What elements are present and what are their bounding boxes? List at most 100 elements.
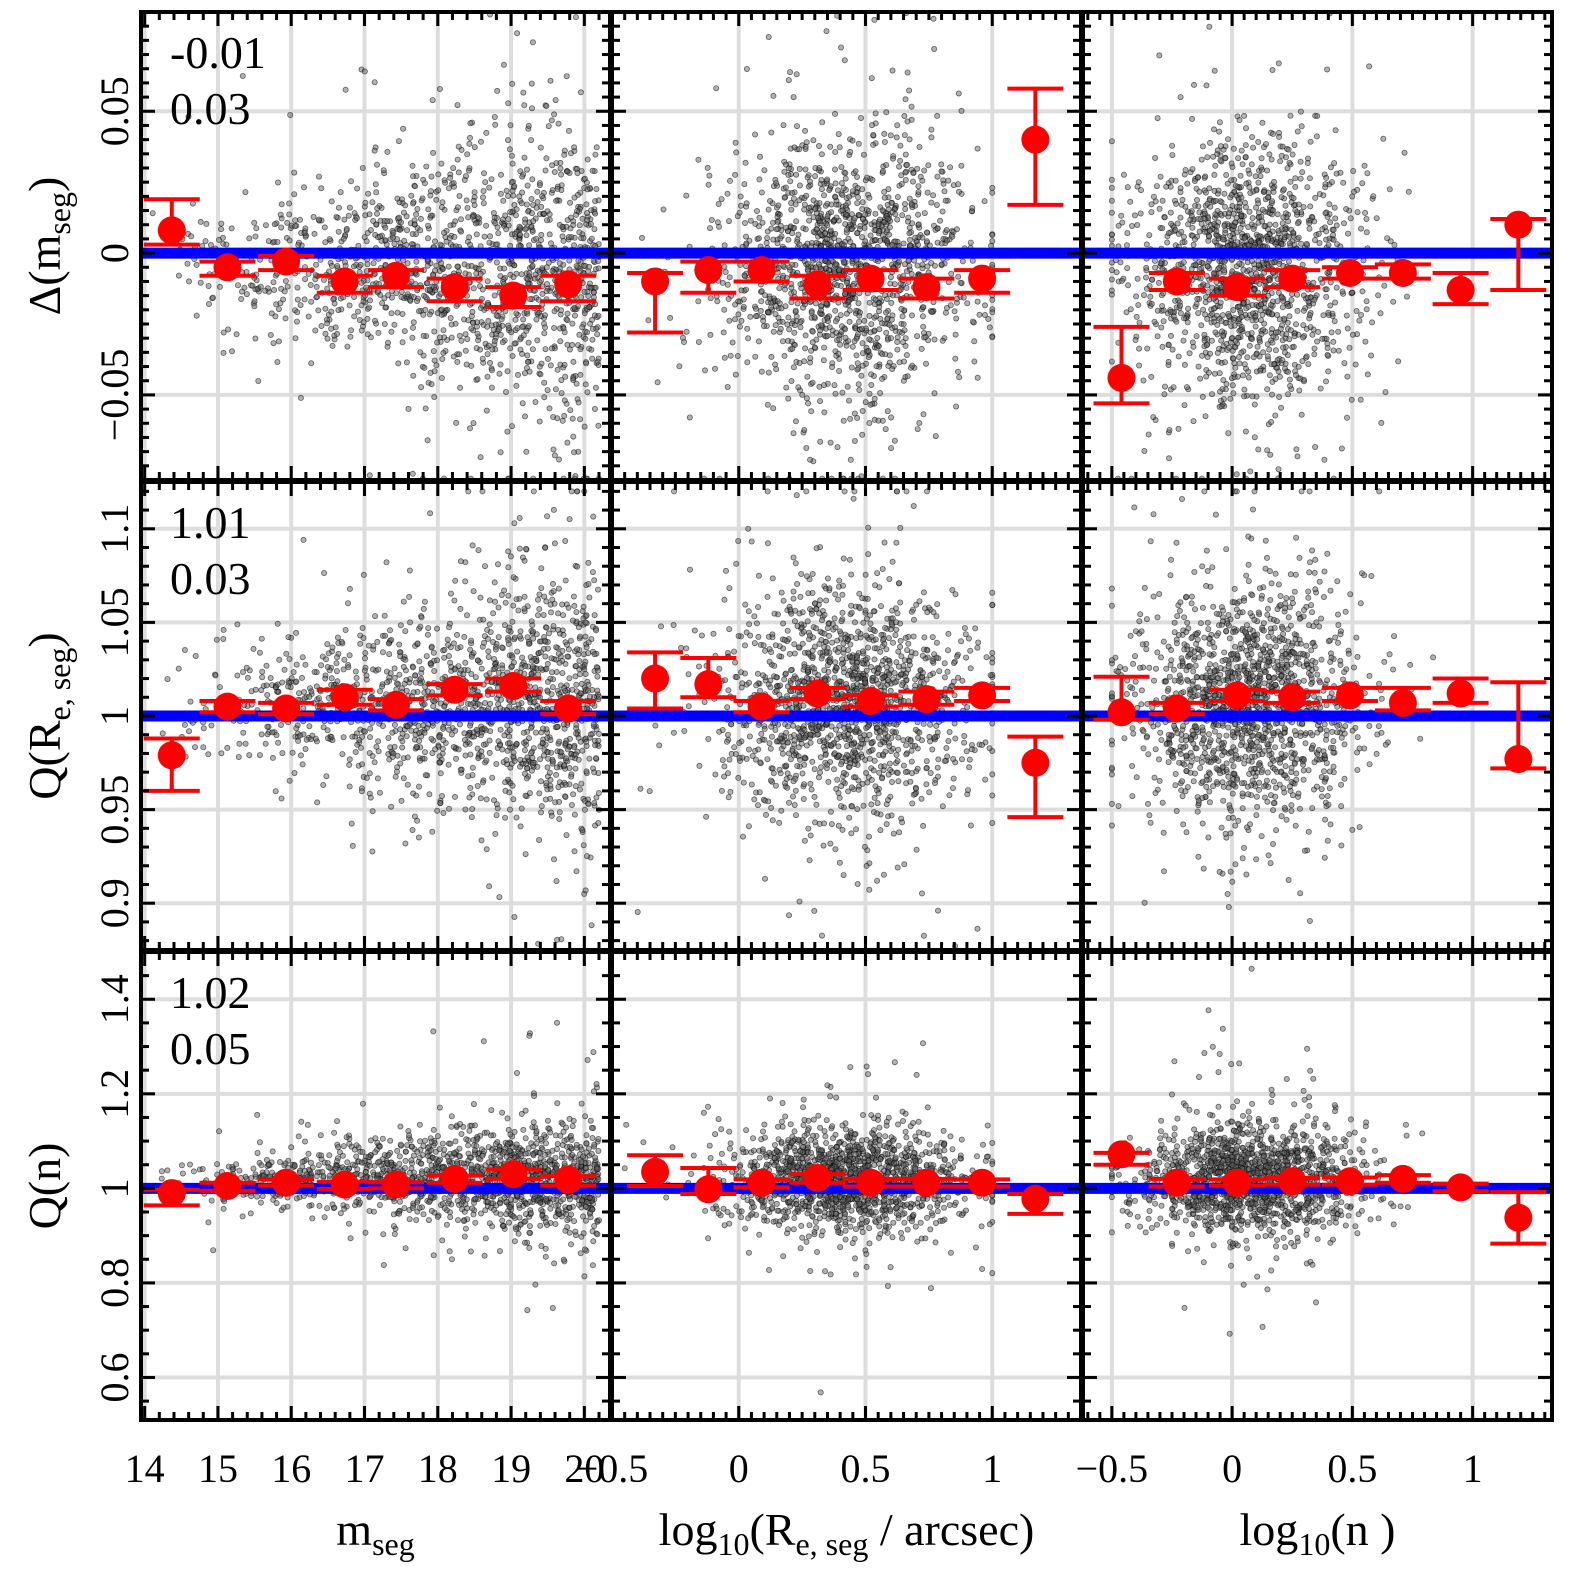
galaxy-point — [376, 233, 383, 240]
galaxy-point — [835, 131, 842, 138]
galaxy-point — [1343, 312, 1350, 319]
galaxy-point — [521, 747, 528, 754]
galaxy-point — [1232, 364, 1239, 371]
galaxy-point — [881, 138, 888, 145]
galaxy-point — [1242, 428, 1249, 435]
galaxy-point — [395, 360, 402, 367]
galaxy-point — [894, 338, 901, 345]
galaxy-point — [909, 312, 916, 319]
galaxy-point — [1329, 310, 1336, 317]
galaxy-point — [1146, 232, 1153, 239]
galaxy-point — [286, 237, 293, 244]
galaxy-point — [1240, 266, 1247, 273]
galaxy-point — [403, 213, 410, 220]
galaxy-point — [1251, 261, 1258, 268]
galaxy-point — [1158, 324, 1165, 331]
galaxy-point — [894, 346, 901, 353]
galaxy-point — [1270, 130, 1277, 137]
galaxy-point — [1241, 361, 1248, 368]
galaxy-point — [528, 137, 535, 144]
galaxy-point — [841, 57, 848, 64]
galaxy-point — [379, 300, 386, 307]
galaxy-point — [794, 123, 801, 130]
galaxy-point — [188, 233, 195, 240]
galaxy-point — [518, 271, 525, 278]
galaxy-point — [1331, 204, 1338, 211]
galaxy-point — [583, 179, 590, 186]
galaxy-point — [519, 173, 526, 180]
galaxy-point — [497, 171, 504, 178]
galaxy-point — [848, 364, 855, 371]
galaxy-point — [1290, 229, 1297, 236]
galaxy-point — [529, 228, 536, 235]
galaxy-point — [831, 382, 838, 389]
galaxy-point — [1361, 162, 1368, 169]
galaxy-point — [838, 164, 845, 171]
galaxy-point — [795, 231, 802, 238]
galaxy-point — [528, 80, 535, 87]
galaxy-point — [430, 348, 437, 355]
galaxy-point — [1381, 282, 1388, 289]
galaxy-point — [881, 194, 888, 201]
galaxy-point — [438, 160, 445, 167]
galaxy-point — [1179, 239, 1186, 246]
galaxy-point — [520, 316, 527, 323]
galaxy-point — [1217, 397, 1224, 404]
galaxy-point — [442, 179, 449, 186]
galaxy-point — [477, 138, 484, 145]
galaxy-point — [384, 339, 391, 346]
galaxy-point — [770, 405, 777, 412]
galaxy-point — [755, 235, 762, 242]
galaxy-point — [301, 230, 308, 237]
galaxy-point — [324, 320, 331, 327]
galaxy-point — [712, 365, 719, 372]
galaxy-point — [1344, 325, 1351, 332]
galaxy-point — [496, 370, 503, 377]
galaxy-point — [1272, 376, 1279, 383]
galaxy-point — [1127, 198, 1134, 205]
galaxy-point — [1249, 301, 1256, 308]
galaxy-point — [1239, 161, 1246, 168]
galaxy-point — [768, 129, 775, 136]
galaxy-point — [1108, 184, 1115, 191]
galaxy-point — [1317, 385, 1324, 392]
galaxy-point — [1312, 443, 1319, 450]
galaxy-point — [1272, 412, 1279, 419]
galaxy-point — [545, 123, 552, 130]
galaxy-point — [1165, 230, 1172, 237]
galaxy-point — [884, 215, 891, 222]
galaxy-point — [939, 208, 946, 215]
galaxy-point — [1288, 296, 1295, 303]
galaxy-point — [453, 419, 460, 426]
galaxy-point — [788, 199, 795, 206]
galaxy-point — [300, 536, 307, 543]
galaxy-point — [758, 288, 765, 295]
galaxy-point — [1228, 191, 1235, 198]
galaxy-point — [865, 347, 872, 354]
galaxy-point — [406, 296, 413, 303]
galaxy-point — [1269, 339, 1276, 346]
galaxy-point — [351, 293, 358, 300]
galaxy-point — [1286, 336, 1293, 343]
galaxy-point — [438, 374, 445, 381]
galaxy-point — [1202, 413, 1209, 420]
galaxy-point — [765, 206, 772, 213]
galaxy-point — [1159, 302, 1166, 309]
galaxy-point — [1272, 347, 1279, 354]
galaxy-point — [1217, 299, 1224, 306]
galaxy-point — [886, 231, 893, 238]
galaxy-point — [395, 138, 402, 145]
galaxy-point — [517, 231, 524, 238]
galaxy-point — [732, 301, 739, 308]
galaxy-point — [413, 792, 420, 799]
galaxy-point — [807, 178, 814, 185]
galaxy-point — [1258, 317, 1265, 324]
galaxy-point — [1235, 334, 1242, 341]
galaxy-point — [736, 209, 743, 216]
galaxy-point — [781, 168, 788, 175]
galaxy-point — [228, 348, 235, 355]
galaxy-point — [1181, 315, 1188, 322]
galaxy-point — [529, 210, 536, 217]
galaxy-point — [445, 185, 452, 192]
galaxy-point — [1160, 318, 1167, 325]
